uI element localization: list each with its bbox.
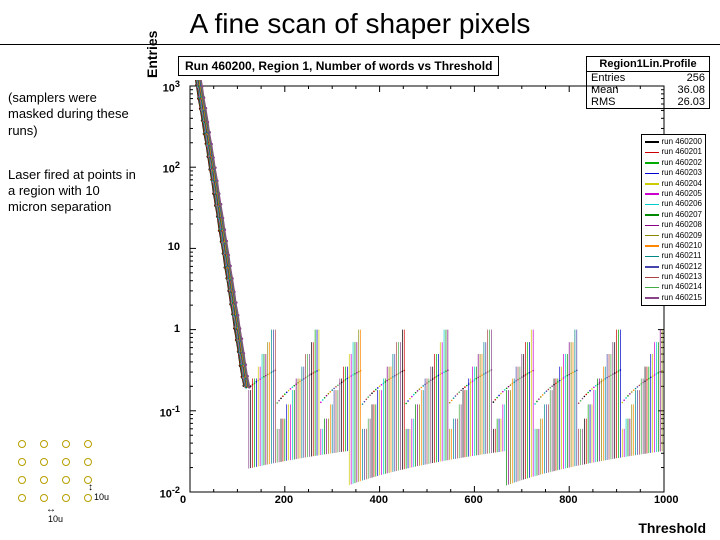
left-column: (samplers were masked during these runs)… xyxy=(8,90,138,244)
legend-item: run 460211 xyxy=(645,251,702,261)
x-axis-label: Threshold xyxy=(638,520,706,536)
note-laser: Laser fired at points in a region with 1… xyxy=(8,167,138,216)
plot-area: Run 460200, Region 1, Number of words vs… xyxy=(150,56,710,534)
vert-spacing-label: 10u xyxy=(94,492,109,502)
chart-svg xyxy=(184,80,670,512)
legend-item: run 460214 xyxy=(645,282,702,292)
horiz-spacing-label: 10u xyxy=(48,514,63,524)
left-right-arrow-icon: ↔ xyxy=(46,504,56,515)
legend-item: run 460207 xyxy=(645,210,702,220)
legend-item: run 460200 xyxy=(645,137,702,147)
stats-title: Region1Lin.Profile xyxy=(587,57,709,72)
legend-item: run 460208 xyxy=(645,220,702,230)
legend-item: run 460212 xyxy=(645,262,702,272)
legend-item: run 460205 xyxy=(645,189,702,199)
note-samplers: (samplers were masked during these runs) xyxy=(8,90,138,139)
up-down-arrow-icon: ↕ xyxy=(88,482,93,493)
legend-item: run 460210 xyxy=(645,241,702,251)
legend-item: run 460206 xyxy=(645,199,702,209)
legend-item: run 460202 xyxy=(645,158,702,168)
legend-item: run 460215 xyxy=(645,293,702,303)
rms-value: 26.03 xyxy=(677,96,705,108)
page-title: A fine scan of shaper pixels xyxy=(0,0,720,44)
mean-value: 36.08 xyxy=(677,84,705,96)
entries-value: 256 xyxy=(687,72,705,84)
legend-item: run 460204 xyxy=(645,179,702,189)
legend-item: run 460213 xyxy=(645,272,702,282)
chart-title: Run 460200, Region 1, Number of words vs… xyxy=(178,56,499,76)
legend-item: run 460201 xyxy=(645,147,702,157)
micron-grid-diagram: 10u ↕ 10u ↔ xyxy=(18,440,92,512)
legend-item: run 460209 xyxy=(645,231,702,241)
horizontal-rule xyxy=(0,44,720,45)
legend: run 460200run 460201run 460202run 460203… xyxy=(641,134,706,306)
y-axis-label: Entries xyxy=(144,31,160,78)
legend-item: run 460203 xyxy=(645,168,702,178)
